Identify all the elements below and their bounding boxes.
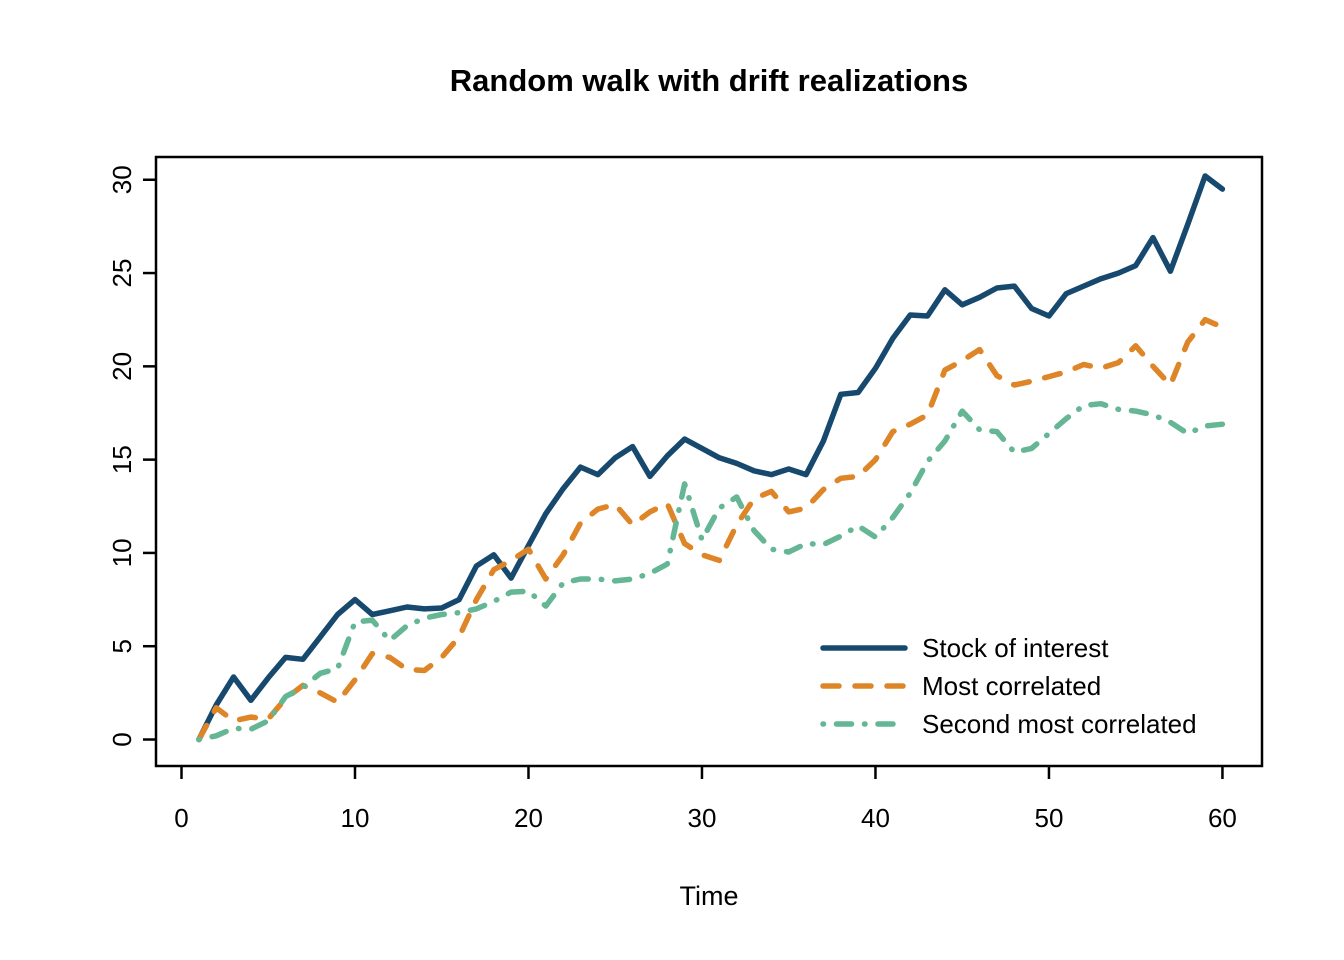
x-tick-label: 20 bbox=[514, 803, 543, 833]
series-line-1 bbox=[196, 316, 1226, 743]
legend-line-swatch-dashed bbox=[820, 683, 908, 689]
legend-item-second-most-correlated: Second most correlated bbox=[820, 705, 1197, 743]
legend-line-swatch-solid bbox=[820, 645, 908, 651]
plot-frame bbox=[154, 155, 1264, 768]
y-tick-label: 5 bbox=[107, 639, 137, 653]
x-tick-label: 40 bbox=[861, 803, 890, 833]
legend-item-most-correlated: Most correlated bbox=[820, 667, 1197, 705]
legend-label: Stock of interest bbox=[922, 632, 1109, 663]
legend: Stock of interest Most correlated Second… bbox=[820, 629, 1197, 743]
x-tick-label: 0 bbox=[174, 803, 188, 833]
x-tick-label: 60 bbox=[1208, 803, 1237, 833]
y-tick-label: 20 bbox=[107, 352, 137, 381]
y-tick-label: 25 bbox=[107, 259, 137, 288]
x-tick-label: 10 bbox=[341, 803, 370, 833]
series-line-0 bbox=[196, 173, 1226, 743]
chart-title: Random walk with drift realizations bbox=[449, 63, 969, 98]
legend-label: Most correlated bbox=[922, 670, 1102, 701]
x-axis-title: Time bbox=[679, 881, 739, 911]
x-tick-label: 30 bbox=[688, 803, 717, 833]
y-tick-label: 10 bbox=[107, 538, 137, 567]
y-tick-label: 15 bbox=[107, 445, 137, 474]
legend-item-stock-of-interest: Stock of interest bbox=[820, 629, 1197, 667]
x-tick-label: 50 bbox=[1034, 803, 1063, 833]
legend-label: Second most correlated bbox=[922, 708, 1197, 739]
legend-line-swatch-dashdot bbox=[820, 721, 908, 727]
series-line-2 bbox=[196, 400, 1226, 743]
y-tick-label: 0 bbox=[107, 732, 137, 746]
y-tick-label: 30 bbox=[107, 165, 137, 194]
